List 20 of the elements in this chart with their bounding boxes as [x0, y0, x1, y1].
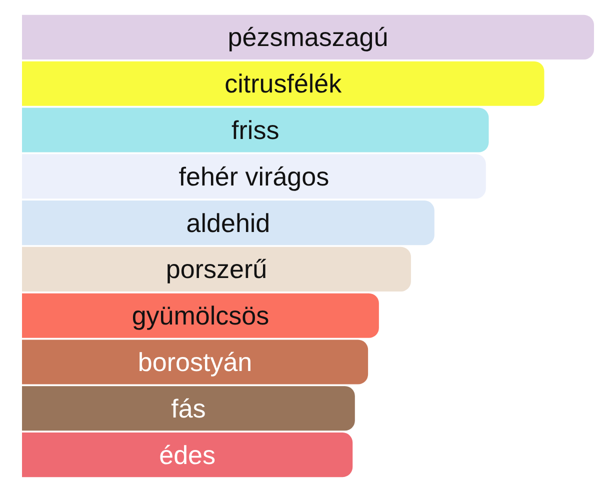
bar	[22, 200, 434, 246]
bar	[22, 340, 368, 384]
y-tick-label: aldehid	[186, 208, 270, 238]
y-tick-label: fás	[171, 393, 206, 424]
y-tick-label: porszerű	[166, 254, 268, 284]
bar	[22, 61, 544, 106]
y-tick-label: édes	[159, 440, 216, 470]
y-tick-label: citrusfélék	[224, 68, 343, 99]
bar	[22, 386, 355, 431]
y-tick-label: pézsmaszagú	[228, 22, 388, 52]
bar	[22, 108, 489, 152]
bar	[22, 14, 594, 60]
bar	[22, 246, 411, 292]
bar	[22, 432, 353, 478]
bar	[22, 293, 379, 338]
bar	[22, 154, 486, 199]
y-tick-label: friss	[232, 115, 280, 145]
y-tick-label: gyümölcsös	[132, 300, 270, 331]
y-tick-label: borostyán	[138, 347, 252, 377]
y-tick-label: fehér virágos	[178, 161, 330, 192]
